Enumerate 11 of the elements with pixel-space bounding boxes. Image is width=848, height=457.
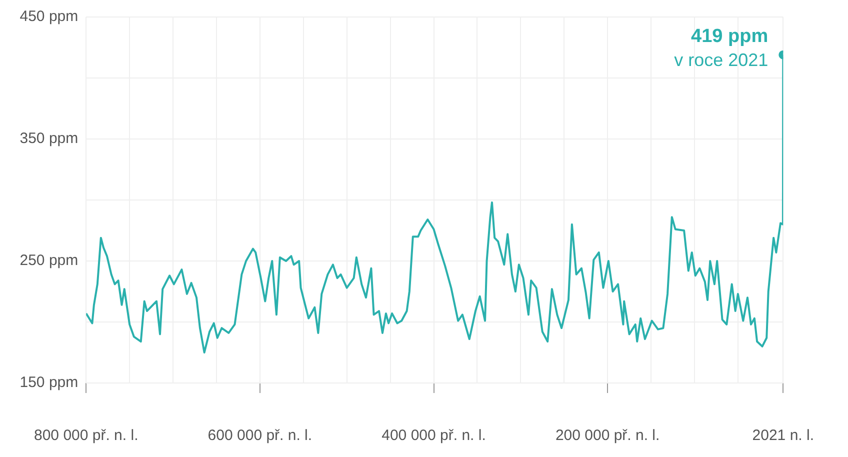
- x-tick-label: 400 000 př. n. l.: [382, 427, 486, 444]
- annotation: v roce 2021: [674, 50, 768, 70]
- x-tick-label: 2021 n. l.: [752, 427, 814, 444]
- y-tick-label: 350 ppm: [20, 130, 78, 148]
- y-tick-label: 450 ppm: [20, 8, 78, 26]
- y-tick-label: 250 ppm: [20, 252, 78, 270]
- x-tick-label: 600 000 př. n. l.: [208, 427, 312, 444]
- x-tick-label: 200 000 př. n. l.: [555, 427, 660, 444]
- y-tick-label: 150 ppm: [20, 374, 78, 392]
- data-label: 419 ppm: [691, 26, 768, 47]
- x-tick-label: 800 000 př. n. l.: [34, 427, 138, 444]
